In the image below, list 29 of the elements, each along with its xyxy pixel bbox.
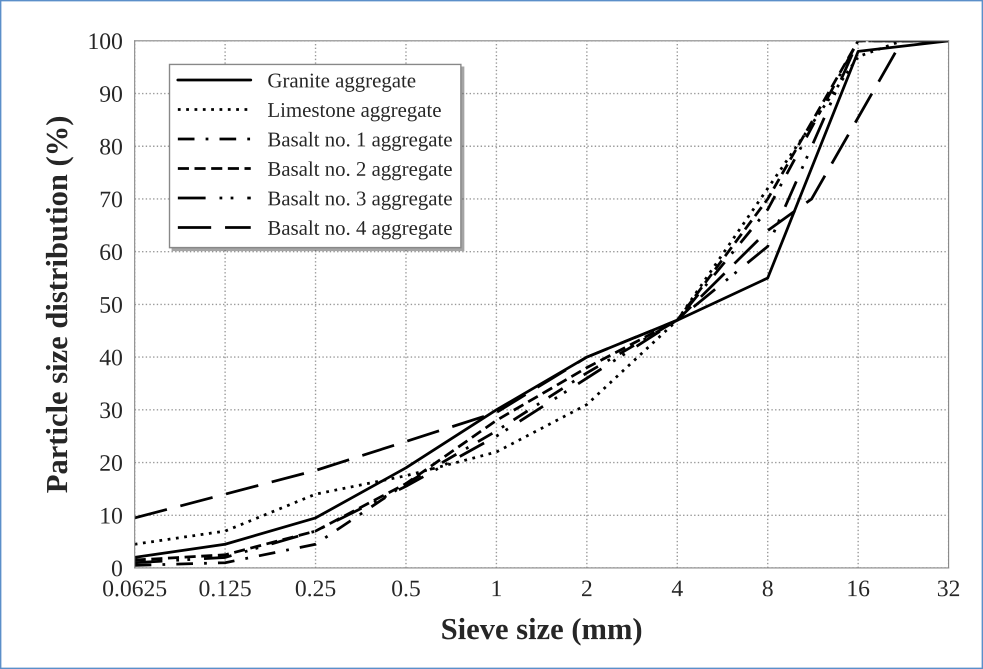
x-tick-label: 0.5 [392, 580, 420, 597]
y-tick-label: 20 [100, 455, 122, 471]
x-tick-label: 0.0625 [103, 580, 166, 597]
y-tick-label: 80 [100, 138, 122, 155]
y-tick-label: 40 [100, 350, 122, 366]
y-tick-label: 60 [100, 244, 122, 260]
x-tick-label: 0.125 [199, 580, 251, 597]
legend-label: Limestone aggregate [268, 103, 441, 122]
x-tick-label: 0.25 [296, 580, 336, 597]
y-tick-label: 50 [100, 296, 122, 313]
y-axis-title: Particle size distribution (%) [46, 116, 74, 493]
x-tick-label: 4 [672, 580, 683, 596]
y-tick-label: 10 [101, 508, 122, 524]
y-tick-label: 100 [90, 33, 122, 50]
x-tick-label: 32 [938, 580, 960, 596]
x-tick-label: 8 [762, 580, 773, 596]
x-tick-label: 16 [848, 580, 870, 596]
y-tick-label: 90 [100, 86, 122, 102]
x-tick-label: 1 [492, 580, 501, 596]
legend-label: Basalt no. 1 aggregate [268, 132, 452, 151]
x-axis-title: Sieve size (mm) [442, 618, 642, 646]
legend-label: Basalt no. 4 aggregate [268, 220, 452, 240]
y-tick-label: 0 [112, 560, 122, 576]
legend-label: Granite aggregate [268, 74, 416, 92]
legend-label: Basalt no. 2 aggregate [268, 161, 452, 180]
y-tick-label: 30 [100, 402, 122, 418]
legend-label: Basalt no. 3 aggregate [268, 190, 452, 210]
y-tick-label: 70 [100, 191, 122, 208]
x-tick-label: 2 [582, 580, 592, 596]
